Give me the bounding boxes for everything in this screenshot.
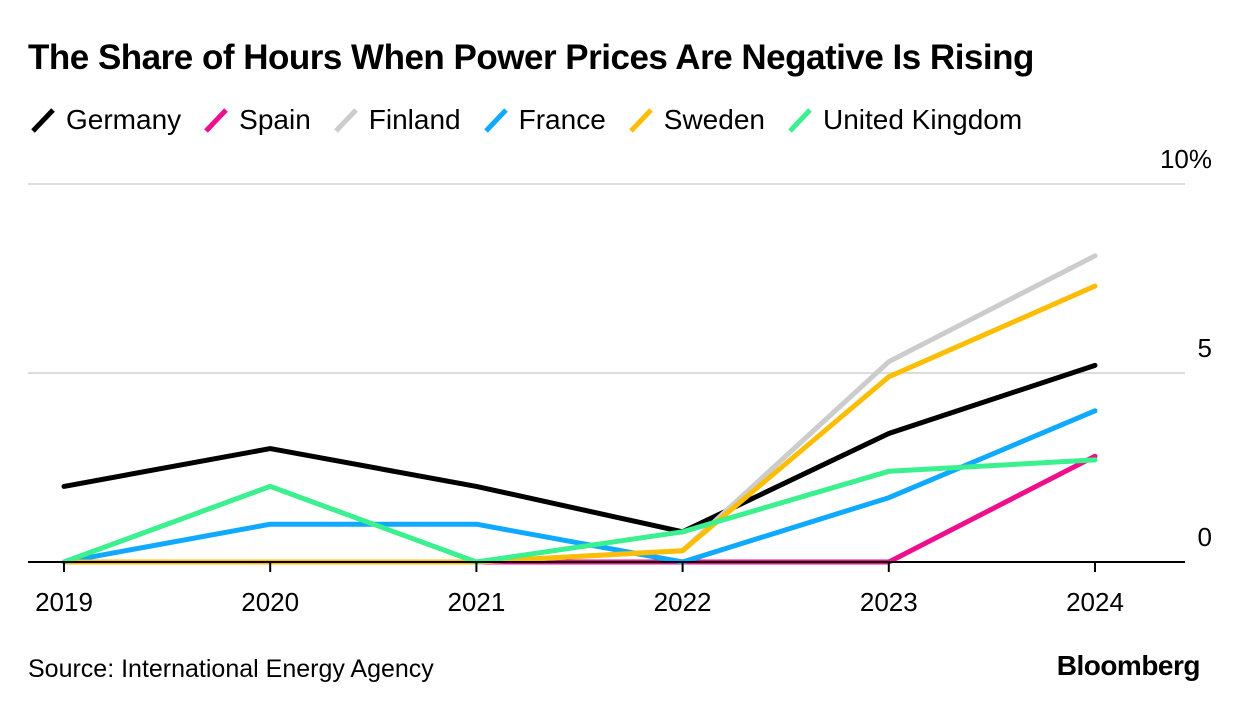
legend-item: France [481, 104, 606, 136]
series-line-united-kingdom [61, 457, 1098, 565]
y-tick-label: 10% [1160, 144, 1212, 174]
legend-swatch [333, 108, 358, 133]
legend-item: Spain [201, 104, 311, 136]
legend-swatch [31, 108, 55, 133]
x-tick-label: 2024 [1066, 587, 1124, 617]
legend-label: Finland [368, 104, 461, 135]
legend-label: Spain [239, 104, 311, 135]
chart-legend: Germany Spain Finland France Sweden United Ki… [28, 104, 1042, 136]
series-line-sweden [61, 283, 1098, 565]
source-note: Source: International Energy Agency [28, 655, 434, 683]
legend-label: Germany [66, 104, 182, 135]
x-tick-label: 2020 [241, 587, 299, 617]
legend-swatch [483, 108, 508, 133]
y-tick-label: 0 [1198, 522, 1212, 552]
legend-item: Finland [331, 104, 461, 136]
legend-item: Sweden [626, 104, 765, 136]
chart-title: The Share of Hours When Power Prices Are… [28, 38, 1034, 77]
series-line-france [61, 408, 1098, 565]
legend-label: France [518, 104, 606, 135]
brand-logo: Bloomberg [1056, 650, 1201, 681]
y-tick-label: 5 [1198, 333, 1212, 363]
legend-swatch [204, 108, 228, 133]
x-tick-label: 2019 [35, 587, 93, 617]
legend-item: Germany [28, 104, 181, 136]
legend-swatch [628, 108, 653, 133]
series-line-germany [61, 362, 1098, 535]
legend-label: Sweden [663, 104, 765, 135]
line-chart: 0 5 10% 2019 2020 2021 2022 2023 2024 [28, 144, 1212, 617]
legend-label: United Kingdom [822, 104, 1023, 135]
legend-item: United Kingdom [785, 104, 1022, 136]
x-tick-label: 2021 [447, 587, 505, 617]
series-line-finland [61, 253, 1098, 565]
x-tick-label: 2023 [860, 587, 918, 617]
x-tick-label: 2022 [654, 587, 712, 617]
legend-swatch [788, 108, 812, 133]
